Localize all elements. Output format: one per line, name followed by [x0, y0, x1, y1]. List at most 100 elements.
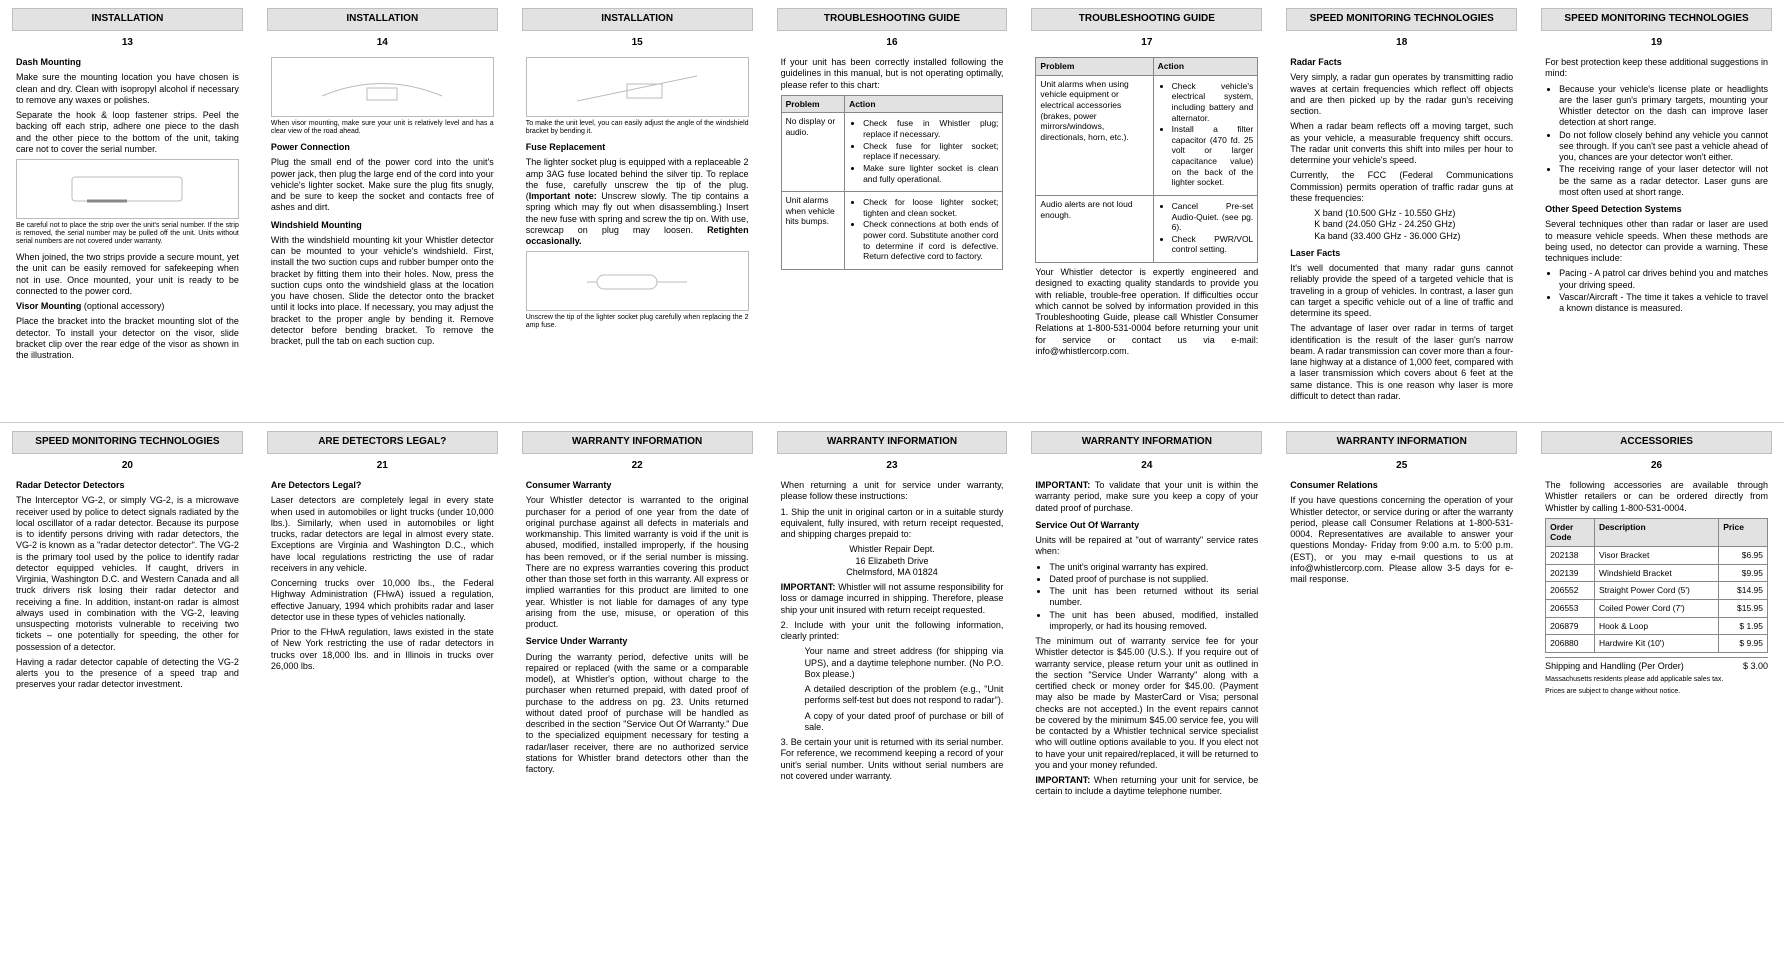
page-18: SPEED MONITORING TECHNOLOGIES 18 Radar F… — [1274, 0, 1529, 422]
page-24: WARRANTY INFORMATION 24 IMPORTANT: To va… — [1019, 422, 1274, 818]
list-item: The unit's original warranty has expired… — [1049, 562, 1258, 573]
th-price: Price — [1719, 518, 1768, 546]
body-text: Separate the hook & loop fastener strips… — [16, 110, 239, 155]
header: WARRANTY INFORMATION — [1031, 431, 1262, 454]
body-text: During the warranty period, defective un… — [526, 652, 749, 776]
page-number: 20 — [16, 460, 239, 473]
footnote: Prices are subject to change without not… — [1545, 688, 1768, 696]
list-item: Vascar/Aircraft - The time it takes a ve… — [1559, 292, 1768, 315]
list-item: Because your vehicle's license plate or … — [1559, 84, 1768, 129]
list-item: Check fuse for lighter socket; replace i… — [863, 141, 998, 162]
page-number: 25 — [1290, 460, 1513, 473]
list-item: The unit has been abused, modified, inst… — [1049, 610, 1258, 633]
numbered-item: 1. Ship the unit in original carton or i… — [781, 507, 1004, 541]
important-note: IMPORTANT: Whistler will not assume resp… — [781, 582, 1004, 616]
heading-service-under-warranty: Service Under Warranty — [526, 636, 749, 647]
caption: Unscrew the tip of the lighter socket pl… — [526, 314, 749, 330]
th-problem: Problem — [781, 95, 845, 113]
heading-dash-mounting: Dash Mounting — [16, 57, 239, 68]
list-item: Install a filter capacitor (470 fd. 25 v… — [1172, 124, 1254, 188]
heading-consumer-warranty: Consumer Warranty — [526, 480, 749, 491]
page-number: 14 — [271, 37, 494, 50]
illustration-lighter-plug — [526, 251, 749, 311]
table-row: Unit alarms when using vehicle equipment… — [1036, 75, 1258, 195]
header: TROUBLESHOOTING GUIDE — [777, 8, 1008, 31]
header: INSTALLATION — [522, 8, 753, 31]
list-item: The unit has been returned without its s… — [1049, 586, 1258, 609]
body-text: Very simply, a radar gun operates by tra… — [1290, 72, 1513, 117]
table-row: Audio alerts are not loud enough. Cancel… — [1036, 195, 1258, 262]
table-row: 202139Windshield Bracket$9.95 — [1546, 564, 1768, 582]
page-number: 23 — [781, 460, 1004, 473]
list-item: Check for loose lighter socket; tighten … — [863, 197, 998, 218]
page-number: 17 — [1035, 37, 1258, 50]
body-text: If you have questions concerning the ope… — [1290, 495, 1513, 585]
troubleshooting-table: ProblemAction Unit alarms when using veh… — [1035, 57, 1258, 263]
page-16: TROUBLESHOOTING GUIDE 16 If your unit ha… — [765, 0, 1020, 422]
sub-item: A copy of your dated proof of purchase o… — [805, 711, 1004, 734]
body-text: It's well documented that many radar gun… — [1290, 263, 1513, 319]
header: WARRANTY INFORMATION — [1286, 431, 1517, 454]
caption: When visor mounting, make sure your unit… — [271, 120, 494, 136]
shipping-line: Shipping and Handling (Per Order)$ 3.00 — [1545, 657, 1768, 672]
heading-power-connection: Power Connection — [271, 142, 494, 153]
heading-visor-mounting: Visor Mounting (optional accessory) — [16, 301, 239, 312]
table-row: 206553Coiled Power Cord (7')$15.95 — [1546, 599, 1768, 617]
header: INSTALLATION — [267, 8, 498, 31]
illustration-windshield-bracket — [526, 57, 749, 117]
table-row: Unit alarms when vehicle hits bumps. Che… — [781, 192, 1003, 270]
caption: Be careful not to place the strip over t… — [16, 222, 239, 246]
heading-radar-facts: Radar Facts — [1290, 57, 1513, 68]
header: WARRANTY INFORMATION — [522, 431, 753, 454]
list-item: Make sure lighter socket is clean and fu… — [863, 163, 998, 184]
page-number: 21 — [271, 460, 494, 473]
list-item: Cancel Pre-set Audio-Quiet. (see pg. 6). — [1172, 201, 1254, 233]
body-text: When joined, the two strips provide a se… — [16, 252, 239, 297]
band-ka: Ka band (33.400 GHz - 36.000 GHz) — [1314, 231, 1513, 242]
page-number: 19 — [1545, 37, 1768, 50]
page-19: SPEED MONITORING TECHNOLOGIES 19 For bes… — [1529, 0, 1784, 422]
heading-windshield-mounting: Windshield Mounting — [271, 220, 494, 231]
body-text: Laser detectors are completely legal in … — [271, 495, 494, 574]
body-text: Concerning trucks over 10,000 lbs., the … — [271, 578, 494, 623]
body-text: When returning a unit for service under … — [781, 480, 1004, 503]
page-13: INSTALLATION 13 Dash Mounting Make sure … — [0, 0, 255, 422]
heading-legal: Are Detectors Legal? — [271, 480, 494, 491]
body-text: Having a radar detector capable of detec… — [16, 657, 239, 691]
sub-item: Your name and street address (for shippi… — [805, 646, 1004, 680]
table-row: 206879Hook & Loop$ 1.95 — [1546, 617, 1768, 635]
body-text: The Interceptor VG-2, or simply VG-2, is… — [16, 495, 239, 653]
body-text: The advantage of laser over radar in ter… — [1290, 323, 1513, 402]
th-action: Action — [845, 95, 1003, 113]
body-text: With the windshield mounting kit your Wh… — [271, 235, 494, 348]
bullet-list: Pacing - A patrol car drives behind you … — [1559, 268, 1768, 314]
bullet-list: Because your vehicle's license plate or … — [1559, 84, 1768, 199]
header: SPEED MONITORING TECHNOLOGIES — [1541, 8, 1772, 31]
troubleshooting-table: ProblemAction No display or audio. Check… — [781, 95, 1004, 270]
page-17: TROUBLESHOOTING GUIDE 17 ProblemAction U… — [1019, 0, 1274, 422]
heading-rdd: Radar Detector Detectors — [16, 480, 239, 491]
th-description: Description — [1594, 518, 1718, 546]
page-20: SPEED MONITORING TECHNOLOGIES 20 Radar D… — [0, 422, 255, 818]
numbered-item: 3. Be certain your unit is returned with… — [781, 737, 1004, 782]
page-23: WARRANTY INFORMATION 23 When returning a… — [765, 422, 1020, 818]
heading-service-out: Service Out Of Warranty — [1035, 520, 1258, 531]
footnote: Massachusetts residents please add appli… — [1545, 676, 1768, 684]
page-26: ACCESSORIES 26 The following accessories… — [1529, 422, 1784, 818]
body-text: The minimum out of warranty service fee … — [1035, 636, 1258, 771]
header: ARE DETECTORS LEGAL? — [267, 431, 498, 454]
body-text: Plug the small end of the power cord int… — [271, 157, 494, 213]
th-order-code: Order Code — [1546, 518, 1595, 546]
body-text: Units will be repaired at "out of warran… — [1035, 535, 1258, 558]
list-item: The receiving range of your laser detect… — [1559, 164, 1768, 198]
header: WARRANTY INFORMATION — [777, 431, 1008, 454]
body-text: The following accessories are available … — [1545, 480, 1768, 514]
band-k: K band (24.050 GHz - 24.250 GHz) — [1314, 219, 1513, 230]
heading-fuse-replacement: Fuse Replacement — [526, 142, 749, 153]
address-line: Chelmsford, MA 01824 — [781, 567, 1004, 578]
body-text: For best protection keep these additiona… — [1545, 57, 1768, 80]
page-21: ARE DETECTORS LEGAL? 21 Are Detectors Le… — [255, 422, 510, 818]
list-item: Check fuse in Whistler plug; replace if … — [863, 118, 998, 139]
body-text: Prior to the FHwA regulation, laws exist… — [271, 627, 494, 672]
list-item: Pacing - A patrol car drives behind you … — [1559, 268, 1768, 291]
